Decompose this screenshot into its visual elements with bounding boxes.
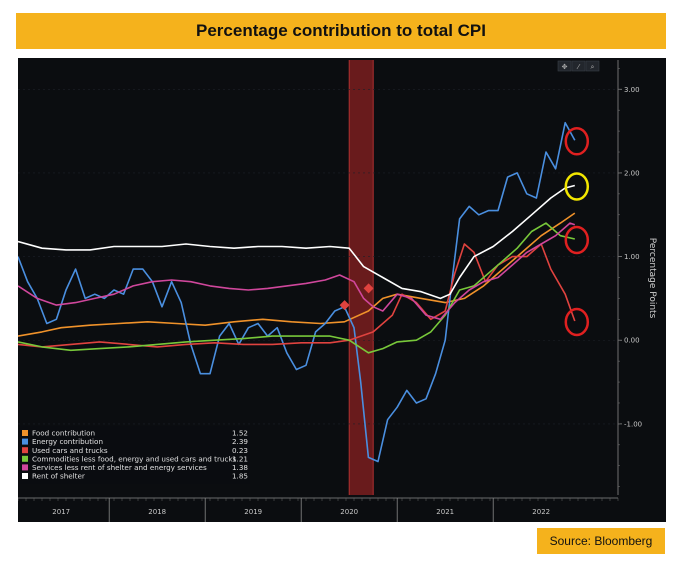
legend-value-4: 1.21 [232, 454, 248, 463]
zoom-icon: ⌕ [591, 63, 595, 71]
series-line-3 [18, 243, 576, 348]
legend-label-1: Food contribution [32, 429, 95, 438]
move-button[interactable]: ✥ [557, 60, 572, 72]
draw-icon: ⁄ [576, 63, 581, 71]
series-line-6 [18, 184, 576, 300]
recession-band [349, 60, 374, 495]
event-marker-1 [339, 300, 350, 311]
source-label: Source: Bloomberg [549, 534, 653, 548]
chart-toolbar: ✥ ⁄ ⌕ [557, 60, 600, 72]
zoom-button[interactable]: ⌕ [585, 60, 600, 72]
x-tick-label: 2022 [532, 508, 550, 516]
chart-panel: 3.00 2.00 1.00 0.00 -1.00 Percentage Points 20… [18, 58, 666, 522]
y-tick-label: 3.00 [624, 86, 640, 94]
x-tick-label: 2019 [244, 508, 262, 516]
annotation-circle-3 [564, 225, 590, 255]
move-button-bg[interactable] [557, 60, 572, 72]
legend-swatch-5 [22, 464, 28, 471]
legend-box [20, 426, 250, 484]
legend-swatch-2 [22, 438, 28, 445]
legend-swatch-4 [22, 455, 28, 462]
legend-value-2: 2.39 [232, 437, 248, 446]
x-tick-label: 2021 [436, 508, 454, 516]
series-line-1 [18, 212, 576, 337]
annotation-circle-4 [564, 307, 590, 337]
draw-button-bg[interactable] [571, 60, 586, 72]
x-tick-label: 2020 [340, 508, 358, 516]
series-line-5 [18, 222, 576, 321]
move-icon: ✥ [562, 63, 568, 71]
x-tick-label: 2017 [52, 508, 70, 516]
cpi-line-chart: 3.00 2.00 1.00 0.00 -1.00 Percentage Points 20… [18, 60, 666, 522]
annotation-circle-2 [564, 172, 590, 201]
source-box: Source: Bloomberg [537, 528, 665, 554]
legend-value-1: 1.52 [232, 429, 248, 438]
event-marker-2 [363, 283, 374, 294]
chart-title-bar: Percentage contribution to total CPI [16, 13, 666, 49]
legend-label-5: Services less rent of shelter and energy… [32, 463, 207, 472]
series-line-4 [18, 222, 575, 354]
legend-label-3: Used cars and trucks [32, 446, 108, 455]
legend-value-3: 0.23 [232, 446, 248, 455]
legend-swatch-3 [22, 447, 28, 454]
annotation-circle-1 [564, 127, 590, 156]
y-tick-label: 0.00 [624, 337, 640, 345]
y-tick-label: -1.00 [624, 420, 642, 428]
x-tick-label: 2018 [148, 508, 166, 516]
legend-label-6: Rent of shelter [32, 472, 85, 481]
legend-value-6: 1.85 [232, 472, 248, 481]
legend-swatch-1 [22, 430, 28, 436]
series-line-2 [18, 121, 576, 463]
y-tick-label: 2.00 [624, 169, 640, 177]
y-tick-label: 1.00 [624, 253, 640, 261]
legend-label-2: Energy contribution [32, 437, 103, 446]
x-axis-strip [18, 498, 666, 522]
legend-label-4: Commodities less food, energy and used c… [32, 454, 237, 463]
legend-swatch-6 [22, 473, 28, 479]
legend-value-5: 1.38 [232, 463, 248, 472]
chart-title: Percentage contribution to total CPI [196, 21, 486, 40]
y-axis-label: Percentage Points [647, 238, 657, 319]
zoom-button-bg[interactable] [585, 60, 600, 72]
draw-button[interactable]: ⁄ [571, 60, 586, 72]
